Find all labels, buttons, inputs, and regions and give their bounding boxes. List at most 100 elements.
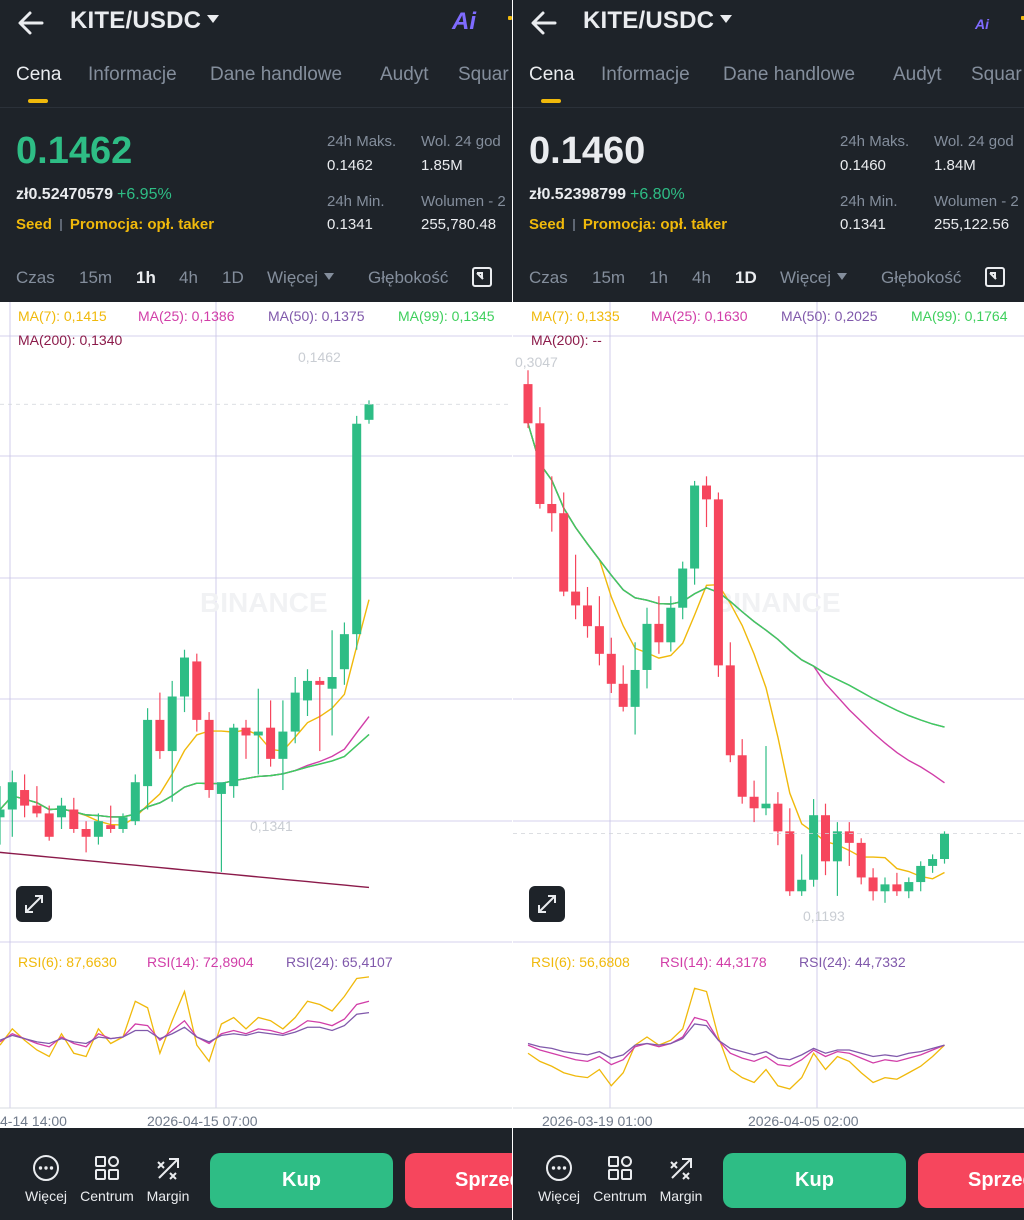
arrow-left-icon[interactable] [527,8,563,38]
candle-up [904,882,914,892]
tab-info[interactable]: Informacje [88,64,177,85]
high-24h-label: 24h Maks. [840,133,910,150]
timeframe-1d[interactable]: 1D [222,268,244,287]
timeframe-15m[interactable]: 15m [592,268,626,287]
more-timeframes[interactable]: Więcej [780,268,848,288]
caret-down-icon [207,14,220,23]
tab-square[interactable]: Squar [458,64,509,85]
candle-down [749,796,759,809]
ai-assistant-icon[interactable]: Ai [975,16,989,32]
rsi24-label: RSI(24): 44,7332 [799,954,906,970]
tab-trading-data[interactable]: Dane handlowe [210,64,343,85]
expand-icon [25,895,43,913]
promo-tag[interactable]: Promocja: opł. taker [69,216,215,233]
arrow-left-icon[interactable] [14,8,50,38]
buy-button[interactable]: Kup [723,1153,906,1208]
fiat-value: zł0.52470579 [16,186,113,203]
candle-down [547,503,557,514]
buy-button[interactable]: Kup [210,1153,393,1208]
promo-tag[interactable]: Promocja: opł. taker [582,216,728,233]
tab-audit[interactable]: Audyt [893,64,942,85]
sell-button[interactable]: Sprzed [918,1153,1024,1208]
center-button[interactable]: Centrum [588,1128,652,1220]
pair-selector[interactable]: KITE/USDC [583,7,733,35]
pair-selector[interactable]: KITE/USDC [70,7,220,35]
ma25-label: MA(25): 0,1386 [138,308,235,324]
volume-quote-label: Wolumen - 2 [421,193,506,210]
ma50-line [0,733,370,818]
chart-settings-icon[interactable] [471,266,493,288]
timeframe-1d[interactable]: 1D [735,268,757,287]
x-axis-label-2: 2026-04-15 07:00 [147,1113,258,1129]
seed-tag[interactable]: Seed [16,216,52,233]
tab-price[interactable]: Cena [529,64,575,85]
price-chart[interactable]: BINANCE MA(7): 0,1335 MA(25): 0,1630 MA(… [513,302,1024,1129]
timeframe-1h[interactable]: 1h [136,268,156,287]
top-bar: KITE/USDC Ai [0,0,512,48]
seed-tag[interactable]: Seed [529,216,565,233]
more-button[interactable]: Więcej [14,1128,78,1220]
candle-down [192,661,202,720]
volume-24h-value: 1.84M [934,157,976,174]
ai-assistant-icon[interactable]: Ai [452,8,476,35]
low-24h-value: 0.1341 [840,216,886,233]
candle-up [216,782,226,794]
divider [0,107,512,108]
candle-up [167,696,177,752]
rsi-line-0 [527,987,945,1090]
sell-button[interactable]: Sprzed [405,1153,512,1208]
candle-down [81,828,91,837]
chart-settings-icon[interactable] [984,266,1006,288]
bottom-action-bar: Więcej Centrum Margin Kup Sprzed [0,1128,512,1220]
ma50-label: MA(50): 0,1375 [268,308,365,324]
center-button[interactable]: Centrum [75,1128,139,1220]
candle-up [303,680,312,701]
price-chart[interactable]: BINANCE MA(7): 0,1415 MA(25): 0,1386 MA(… [0,302,512,1129]
pair-name: KITE/USDC [70,7,202,34]
fiat-price: zł0.52470579 +6.95% [16,186,172,204]
candle-up [666,607,676,643]
tab-trading-data[interactable]: Dane handlowe [723,64,856,85]
ma200-label: MA(200): 0,1340 [18,332,123,348]
notification-icon[interactable] [508,16,512,20]
time-label[interactable]: Czas [16,268,55,287]
grid-icon [608,1156,632,1180]
timeframe-1h[interactable]: 1h [649,268,668,287]
notification-icon[interactable] [1021,16,1024,20]
candle-up [690,485,700,569]
candle-down [266,727,276,759]
caret-down-icon [720,14,733,23]
depth-tab[interactable]: Głębokość [368,268,449,287]
expand-chart-button[interactable] [16,886,52,922]
rsi14-label: RSI(14): 44,3178 [660,954,767,970]
expand-chart-button[interactable] [529,886,565,922]
more-button[interactable]: Więcej [527,1128,591,1220]
candle-up [880,884,890,892]
info-tabs: Cena Informacje Dane handlowe Audyt Squa… [0,64,512,104]
more-label: Więcej [780,268,832,287]
time-label[interactable]: Czas [529,268,568,287]
chart-high-annotation: 0,1462 [298,349,341,365]
depth-tab[interactable]: Głębokość [881,268,962,287]
expand-icon [538,895,556,913]
tab-audit[interactable]: Audyt [380,64,429,85]
more-timeframes[interactable]: Więcej [267,268,335,288]
candle-up [290,692,300,732]
candle-down [702,485,711,500]
tab-square[interactable]: Squar [971,64,1022,85]
timeframe-15m[interactable]: 15m [79,268,113,287]
tab-price[interactable]: Cena [16,64,62,85]
margin-button[interactable]: Margin [649,1128,713,1220]
candle-up [7,782,17,810]
margin-button[interactable]: Margin [136,1128,200,1220]
timeframe-4h[interactable]: 4h [692,268,711,287]
candle-up [339,634,349,670]
candle-up [630,669,640,707]
tab-info[interactable]: Informacje [601,64,690,85]
candle-down [618,683,628,707]
timeframe-4h[interactable]: 4h [179,268,198,287]
rsi6-label: RSI(6): 87,6630 [18,954,117,970]
center-label: Centrum [80,1188,134,1204]
candle-up [180,657,189,697]
rsi-line-2 [527,1023,945,1061]
